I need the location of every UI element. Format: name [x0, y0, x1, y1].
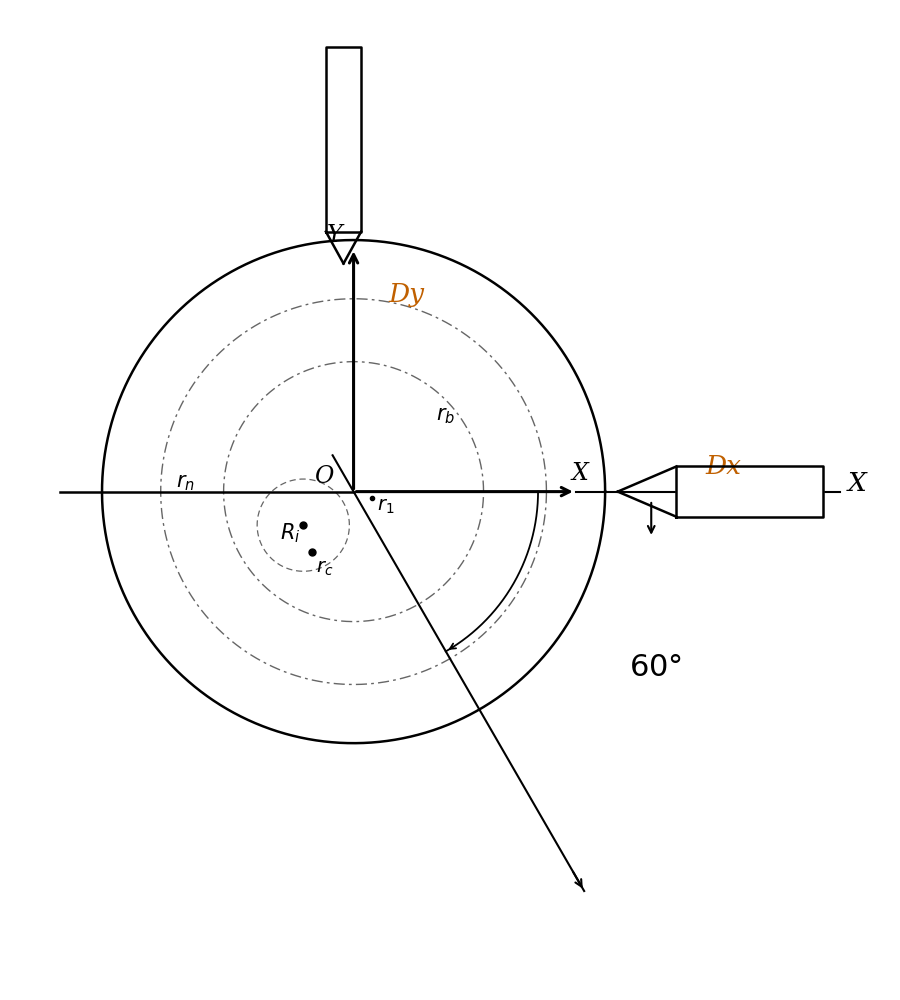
Text: X: X [572, 462, 589, 485]
Text: $r_1$: $r_1$ [377, 497, 394, 516]
Text: X: X [847, 471, 866, 496]
Text: $60°$: $60°$ [629, 652, 682, 683]
Polygon shape [677, 466, 824, 517]
Text: $R_i$: $R_i$ [281, 522, 301, 545]
Polygon shape [326, 47, 361, 232]
Text: $r_n$: $r_n$ [176, 473, 195, 493]
Text: Dx: Dx [706, 454, 742, 479]
Text: $r_c$: $r_c$ [316, 559, 333, 578]
Text: Dy: Dy [389, 282, 425, 307]
Text: $r_b$: $r_b$ [436, 406, 455, 426]
Text: Y: Y [328, 224, 343, 247]
Text: O: O [314, 465, 334, 488]
